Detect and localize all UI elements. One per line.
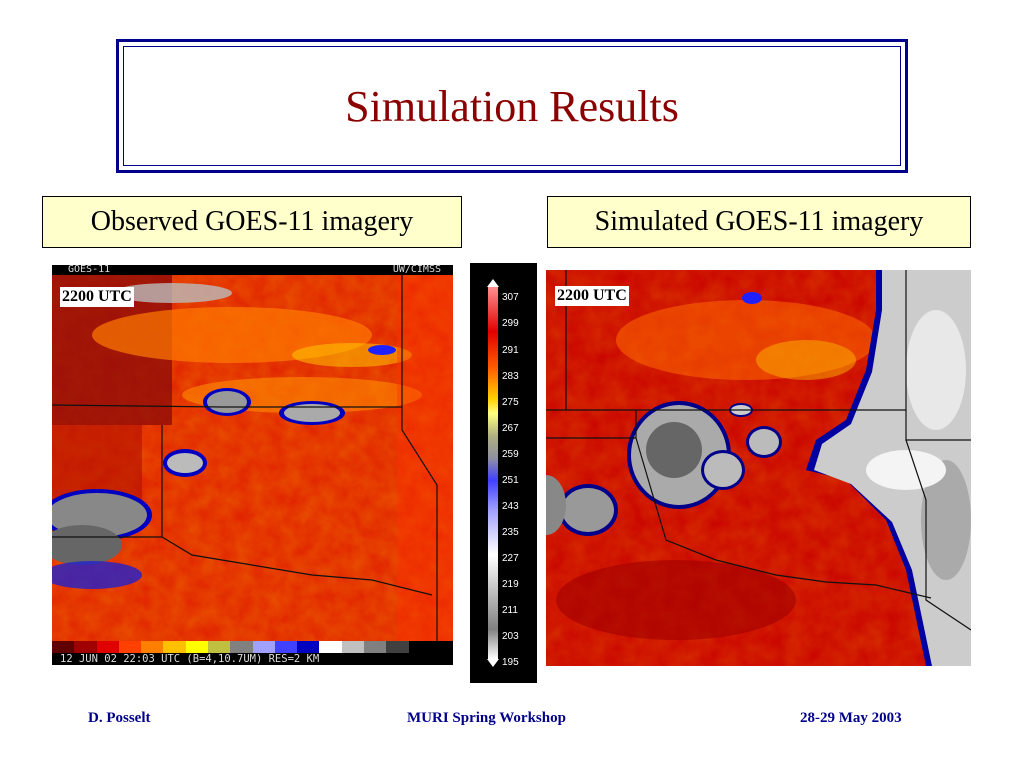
legend-tick: 235	[502, 527, 519, 538]
slide-title: Simulation Results	[345, 81, 679, 131]
legend-tick: 251	[502, 475, 519, 486]
observed-time-label: 2200 UTC	[60, 287, 134, 307]
legend-tick: 243	[502, 501, 519, 512]
title-frame: Simulation Results	[116, 39, 908, 173]
footer-author: D. Posselt	[88, 710, 151, 726]
legend-tick: 211	[502, 605, 518, 616]
observed-colorstrip	[52, 641, 454, 653]
legend-tick: 259	[502, 449, 519, 460]
legend-tick: 275	[502, 397, 519, 408]
simulated-time-label: 2200 UTC	[555, 286, 629, 306]
legend-tick: 219	[502, 579, 519, 590]
legend-tick: 299	[502, 318, 519, 329]
legend-up-arrow	[487, 279, 499, 287]
legend-tick: 307	[502, 292, 519, 303]
legend-tick: 291	[502, 345, 519, 356]
observed-header-bar: GOES-11 UW/CIMSS	[52, 265, 453, 275]
temperature-legend: 307 299 291 283 275 267 259 251 243 235 …	[470, 263, 537, 683]
observed-header-right: UW/CIMSS	[392, 264, 441, 275]
legend-tick: 267	[502, 423, 519, 434]
legend-down-arrow	[487, 659, 499, 667]
observed-satellite-image: 2200 UTC	[52, 275, 453, 641]
legend-tick: 283	[502, 371, 519, 382]
observed-label: Observed GOES-11 imagery	[42, 196, 462, 248]
footer-event: MURI Spring Workshop	[407, 710, 566, 726]
legend-tick: 195	[502, 657, 519, 668]
legend-tick: 203	[502, 631, 519, 642]
observed-header-left: GOES-11	[68, 264, 111, 275]
simulated-satellite-image: 2200 UTC	[546, 270, 971, 666]
footer-date: 28-29 May 2003	[800, 710, 902, 726]
legend-color-bar	[488, 287, 498, 659]
legend-tick: 227	[502, 553, 519, 564]
simulated-label: Simulated GOES-11 imagery	[547, 196, 971, 248]
title-inner-frame: Simulation Results	[123, 46, 901, 166]
observed-caption: 12 JUN 02 22:03 UTC (B=4,10.7UM) RES=2 K…	[52, 653, 453, 665]
